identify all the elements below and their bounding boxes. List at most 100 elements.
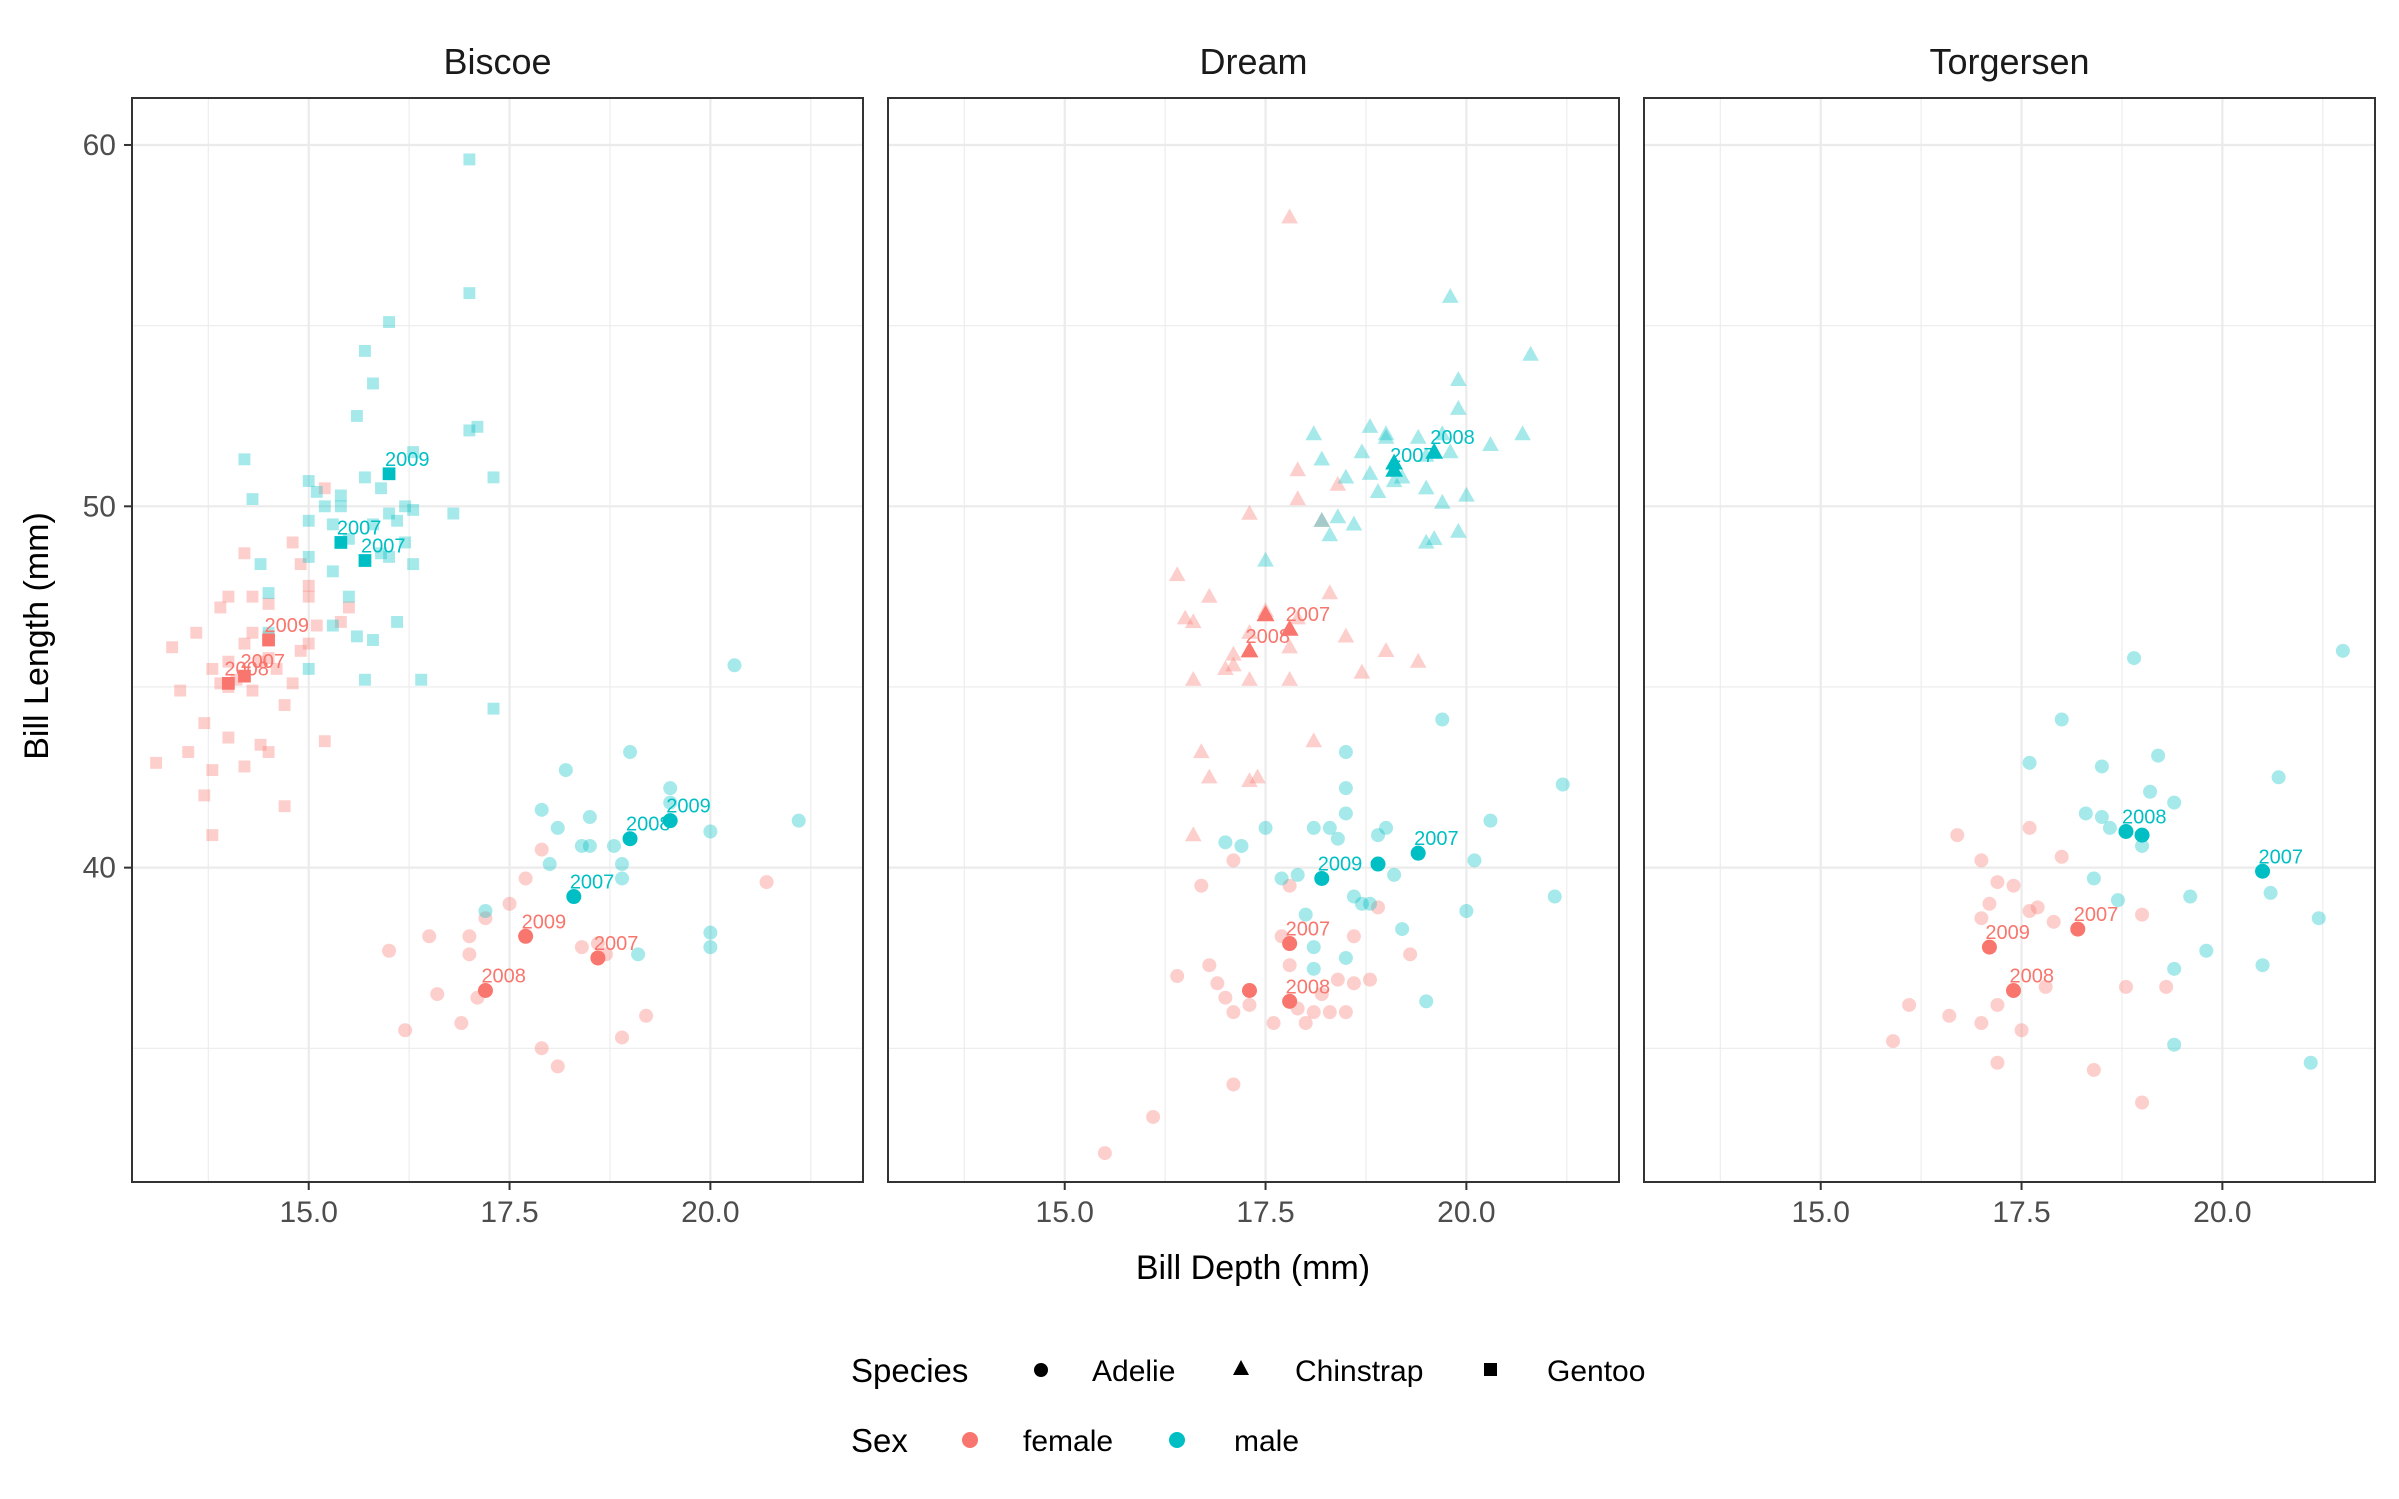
data-point-male-adelie (582, 810, 597, 825)
data-point-male-adelie (1379, 820, 1394, 835)
data-point-male-gentoo (359, 673, 371, 686)
data-point-female-adelie (1202, 958, 1217, 973)
data-point-female-adelie (2086, 1062, 2101, 1077)
data-point-male-adelie (582, 838, 597, 853)
data-point-female-gentoo (262, 746, 275, 758)
data-point-male-adelie (478, 904, 493, 918)
data-point-female-gentoo (294, 558, 307, 571)
data-point-female-gentoo (262, 652, 275, 665)
data-point-male-adelie (1298, 907, 1313, 922)
data-point-female-chinstrap (1281, 638, 1298, 654)
legend-label-adelie: Adelie (1092, 1355, 1175, 1388)
year-mean-point-female-adelie (1282, 936, 1298, 952)
data-point-female-chinstrap (1281, 671, 1298, 686)
data-point-female-gentoo (198, 717, 211, 730)
data-point-female-gentoo (238, 547, 251, 560)
data-point-female-adelie (1330, 972, 1345, 987)
year-mean-point-male-adelie (1370, 856, 1386, 872)
x-axis-torgersen: 15.0 17.5 20.0 (1792, 1182, 2252, 1229)
data-point-male-adelie (1338, 781, 1353, 796)
data-point-male-adelie (606, 838, 621, 853)
legend-adelie-circle-icon (1034, 1363, 1048, 1377)
gridlines-biscoe (132, 98, 863, 1182)
data-point-female-gentoo (302, 579, 315, 592)
data-point-male-adelie (2127, 651, 2142, 666)
year-mean-point-male-adelie (2134, 827, 2150, 843)
data-point-male-gentoo (383, 550, 396, 563)
year-label: 2007 (1286, 604, 1331, 626)
points-torgersen (1886, 643, 2350, 1110)
data-point-male-adelie (663, 781, 678, 796)
year-label: 2007 (240, 651, 285, 673)
data-point-male-adelie (1395, 922, 1410, 937)
data-point-female-adelie (1306, 1005, 1321, 1020)
data-point-female-adelie (462, 947, 477, 962)
y-tick-label: 60 (83, 129, 116, 162)
data-point-male-chinstrap (1434, 493, 1451, 509)
data-point-female-adelie (2014, 1023, 2029, 1038)
data-point-male-adelie (2183, 889, 2198, 904)
data-point-female-adelie (1403, 947, 1418, 962)
data-point-female-adelie (398, 1023, 413, 1038)
data-point-male-adelie (550, 820, 565, 835)
data-point-male-chinstrap (1434, 425, 1451, 441)
data-point-female-adelie (1210, 976, 1225, 991)
data-point-male-adelie (1290, 867, 1305, 882)
data-point-male-gentoo (334, 489, 347, 502)
data-point-male-chinstrap (1409, 428, 1427, 444)
data-point-male-adelie (2094, 759, 2109, 774)
panel-border (887, 97, 1620, 1183)
data-point-female-adelie (590, 936, 605, 951)
legend-label-chinstrap: Chinstrap (1295, 1355, 1423, 1388)
data-point-female-gentoo (318, 482, 331, 495)
data-point-male-gentoo (302, 514, 315, 527)
year-mean-point-male-gentoo (334, 536, 348, 549)
data-point-female-chinstrap (1409, 652, 1427, 668)
data-point-female-chinstrap (1305, 732, 1323, 748)
data-point-female-adelie (2030, 900, 2045, 915)
data-point-female-adelie (1242, 997, 1257, 1012)
data-point-female-gentoo (342, 601, 355, 614)
data-point-male-adelie (727, 658, 742, 673)
data-point-male-gentoo (326, 565, 339, 578)
year-label: 2007 (594, 933, 639, 955)
points-biscoe (150, 153, 806, 1074)
year-mean-point-female-chinstrap (1280, 619, 1299, 636)
year-label: 2007 (2074, 904, 2119, 926)
data-point-female-adelie (1990, 875, 2005, 890)
data-point-male-adelie (2135, 838, 2150, 853)
data-point-female-chinstrap (1313, 512, 1331, 527)
data-point-female-chinstrap (1241, 671, 1258, 686)
data-point-female-adelie (1346, 976, 1361, 991)
data-point-male-adelie (2054, 712, 2069, 727)
data-point-male-adelie (2311, 911, 2326, 926)
data-point-male-adelie (2102, 820, 2117, 835)
year-label: 2007 (2259, 846, 2304, 868)
year-mean-point-female-chinstrap (1256, 605, 1275, 622)
x-tick-label: 20.0 (681, 1196, 739, 1229)
x-tick-label: 15.0 (280, 1196, 338, 1229)
data-point-male-adelie (1322, 820, 1337, 835)
facet-panels: Biscoe2007200820092007200720092007200820… (83, 41, 2376, 1229)
year-mean-point-male-chinstrap (1425, 442, 1444, 459)
data-point-male-gentoo (367, 518, 379, 531)
data-point-female-adelie (1982, 896, 1997, 911)
data-point-male-chinstrap (1313, 450, 1331, 466)
data-point-male-chinstrap (1369, 483, 1387, 498)
data-point-female-gentoo (278, 800, 291, 813)
data-point-male-adelie (1338, 745, 1353, 760)
year-label: 2007 (1390, 445, 1435, 467)
data-point-male-adelie (1306, 820, 1321, 835)
data-point-male-adelie (2167, 795, 2182, 810)
data-point-female-gentoo (206, 764, 219, 777)
data-point-male-adelie (1218, 835, 1233, 850)
data-point-female-adelie (1146, 1109, 1161, 1124)
data-point-male-gentoo (359, 471, 371, 484)
data-point-female-chinstrap (1201, 587, 1218, 603)
year-mean-point-female-adelie (2006, 982, 2022, 998)
data-point-male-adelie (703, 940, 718, 955)
data-point-female-gentoo (198, 789, 211, 802)
data-point-male-gentoo (463, 153, 476, 166)
year-label: 2009 (666, 796, 711, 818)
data-point-female-adelie (534, 1041, 549, 1056)
